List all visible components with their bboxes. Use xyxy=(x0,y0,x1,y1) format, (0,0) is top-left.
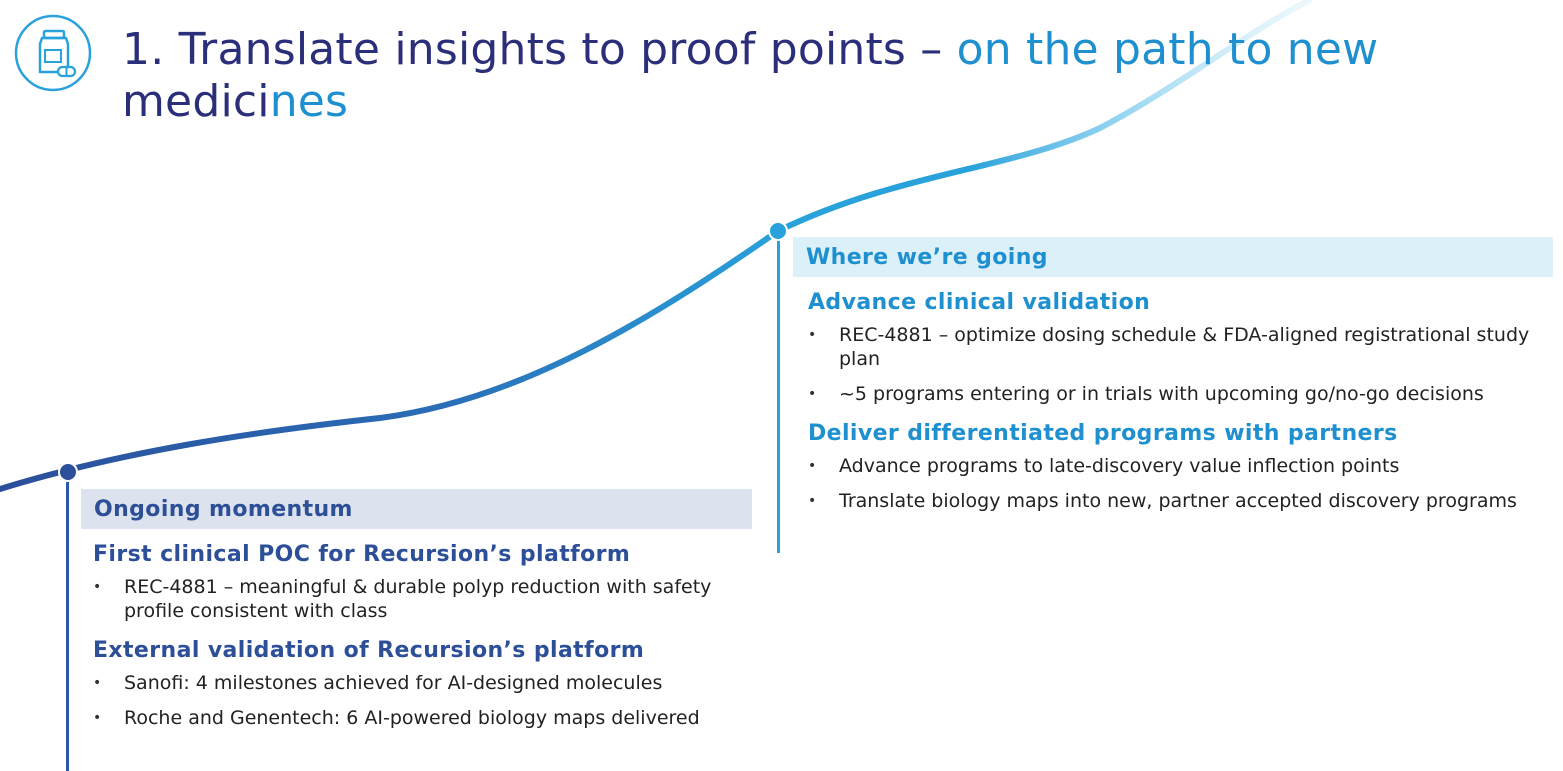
ongoing-heading: Ongoing momentum xyxy=(81,489,752,529)
page-title: 1. Translate insights to proof points – … xyxy=(122,24,1522,128)
going-section-1: Advance clinical validation REC-4881 – o… xyxy=(793,289,1553,406)
title-part-accent: on the path to new xyxy=(956,24,1379,75)
title-part-navy-2: medici xyxy=(122,76,270,127)
bullet-list: Advance programs to late-discovery value… xyxy=(808,454,1553,513)
where-going-panel: Where we’re going Advance clinical valid… xyxy=(793,237,1553,524)
milestone-dot-going xyxy=(768,221,788,241)
title-part-accent-2: nes xyxy=(269,76,349,127)
bullet-list: Sanofi: 4 milestones achieved for AI-des… xyxy=(93,671,752,730)
bullet-item: Advance programs to late-discovery value… xyxy=(808,454,1553,478)
section-title: Advance clinical validation xyxy=(808,290,1151,315)
pill-bottle-icon xyxy=(14,14,92,92)
section-title: First clinical POC for Recursion’s platf… xyxy=(93,542,631,567)
bullet-item: REC-4881 – optimize dosing schedule & FD… xyxy=(808,323,1553,371)
going-heading: Where we’re going xyxy=(793,237,1553,277)
bullet-item: Roche and Genentech: 6 AI-powered biolog… xyxy=(93,706,752,730)
ongoing-section-1: First clinical POC for Recursion’s platf… xyxy=(81,541,752,623)
going-section-2: Deliver differentiated programs with par… xyxy=(793,420,1553,513)
title-part-navy: 1. Translate insights to proof points – xyxy=(122,24,957,75)
milestone-dot-ongoing xyxy=(58,462,78,482)
bullet-list: REC-4881 – optimize dosing schedule & FD… xyxy=(808,323,1553,406)
bullet-item: REC-4881 – meaningful & durable polyp re… xyxy=(93,575,752,623)
section-title: External validation of Recursion’s platf… xyxy=(93,638,645,663)
left-stem-line xyxy=(66,472,69,771)
ongoing-section-2: External validation of Recursion’s platf… xyxy=(81,637,752,730)
right-stem-line xyxy=(777,231,780,553)
progress-curve-line xyxy=(0,0,1313,492)
bullet-item: Translate biology maps into new, partner… xyxy=(808,489,1553,513)
bullet-item: ~5 programs entering or in trials with u… xyxy=(808,382,1553,406)
ongoing-momentum-panel: Ongoing momentum First clinical POC for … xyxy=(81,489,752,741)
bullet-item: Sanofi: 4 milestones achieved for AI-des… xyxy=(93,671,752,695)
bullet-list: REC-4881 – meaningful & durable polyp re… xyxy=(93,575,752,623)
section-title: Deliver differentiated programs with par… xyxy=(808,421,1398,446)
